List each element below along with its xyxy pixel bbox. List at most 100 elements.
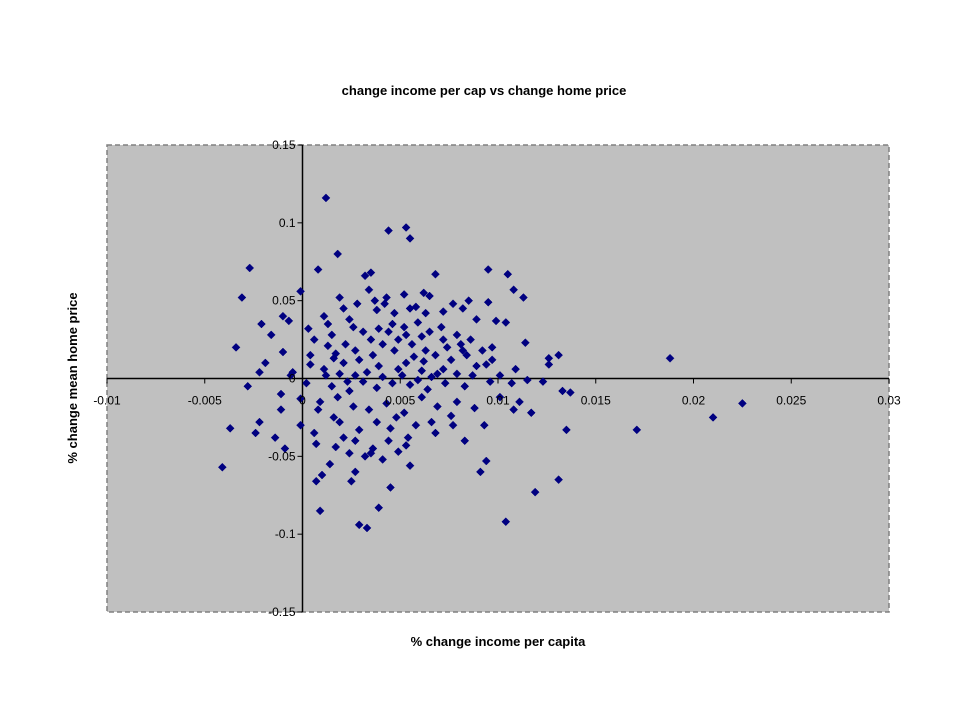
data-point	[319, 311, 329, 321]
data-point	[311, 439, 321, 449]
data-point	[413, 318, 423, 327]
data-point	[305, 360, 315, 369]
data-point	[458, 346, 468, 355]
data-point	[462, 350, 472, 360]
data-point	[345, 386, 354, 396]
data-point	[431, 428, 440, 438]
data-point	[393, 447, 403, 457]
data-point	[479, 420, 489, 430]
data-point	[313, 405, 323, 414]
data-point	[284, 316, 294, 326]
data-point	[372, 305, 382, 315]
data-point	[401, 358, 411, 368]
data-point	[442, 343, 452, 352]
data-point	[501, 517, 511, 527]
data-point	[362, 523, 372, 533]
data-point	[417, 366, 427, 376]
data-point	[261, 358, 270, 368]
data-point	[296, 286, 305, 296]
data-point	[313, 265, 323, 274]
data-point	[427, 417, 436, 427]
data-point	[372, 417, 382, 427]
data-point	[438, 307, 448, 316]
data-point	[333, 392, 343, 402]
data-point	[511, 364, 520, 374]
data-point	[350, 436, 360, 446]
x-tick-label: 0	[299, 394, 306, 408]
data-point	[311, 476, 321, 486]
data-point	[483, 265, 493, 274]
data-point	[487, 355, 497, 365]
data-point	[278, 311, 288, 321]
data-point	[388, 319, 397, 329]
data-point	[386, 483, 395, 492]
data-point	[348, 402, 358, 411]
data-point	[335, 369, 344, 379]
data-point	[309, 335, 319, 344]
data-point	[519, 293, 528, 302]
data-point	[411, 420, 421, 430]
data-point	[354, 520, 364, 530]
data-point	[382, 293, 391, 302]
x-tick-label: 0.01	[486, 394, 510, 408]
data-point	[225, 423, 235, 433]
data-point	[321, 371, 331, 380]
data-point	[495, 371, 505, 380]
data-point	[515, 397, 524, 407]
data-point	[495, 392, 505, 402]
data-point	[665, 353, 675, 363]
data-point	[378, 455, 388, 464]
data-point	[237, 293, 247, 302]
data-point	[558, 386, 567, 396]
data-point	[421, 308, 431, 318]
data-point	[345, 314, 354, 324]
data-point	[417, 392, 427, 402]
data-point	[350, 467, 360, 477]
data-point	[483, 297, 493, 307]
data-point	[217, 462, 227, 472]
y-tick-label: 0.05	[272, 294, 296, 308]
data-point	[521, 338, 530, 348]
data-point	[352, 299, 362, 309]
data-point	[350, 371, 360, 380]
data-point	[403, 433, 413, 443]
data-point	[425, 327, 434, 337]
data-point	[419, 357, 429, 366]
data-point	[530, 487, 540, 497]
data-point	[738, 399, 747, 408]
data-point	[405, 234, 415, 243]
data-point	[425, 291, 434, 301]
y-tick-label: -0.05	[268, 449, 296, 463]
data-point	[231, 343, 241, 352]
data-point	[433, 369, 442, 379]
data-point	[304, 324, 313, 334]
data-point	[321, 193, 331, 203]
data-point	[296, 420, 305, 430]
data-point	[440, 378, 450, 388]
data-point	[286, 371, 296, 380]
data-point	[478, 346, 487, 355]
data-point	[405, 380, 415, 390]
data-point	[509, 285, 518, 295]
data-point	[331, 442, 341, 452]
data-point	[364, 405, 374, 414]
y-axis-label: % change mean home price	[65, 292, 80, 463]
data-point	[391, 413, 401, 422]
data-point	[333, 249, 343, 259]
data-point	[325, 459, 335, 469]
data-point	[309, 428, 319, 438]
data-point	[468, 371, 477, 380]
data-point	[382, 399, 391, 408]
x-tick-label: 0.015	[581, 394, 611, 408]
y-tick-label: 0	[289, 372, 296, 386]
data-point	[393, 335, 403, 344]
data-point	[384, 226, 393, 235]
data-point	[276, 405, 286, 414]
data-point	[390, 308, 399, 318]
data-point	[466, 335, 475, 344]
data-point	[251, 428, 260, 438]
data-point	[436, 322, 446, 332]
data-point	[472, 361, 481, 371]
data-point	[374, 503, 384, 513]
